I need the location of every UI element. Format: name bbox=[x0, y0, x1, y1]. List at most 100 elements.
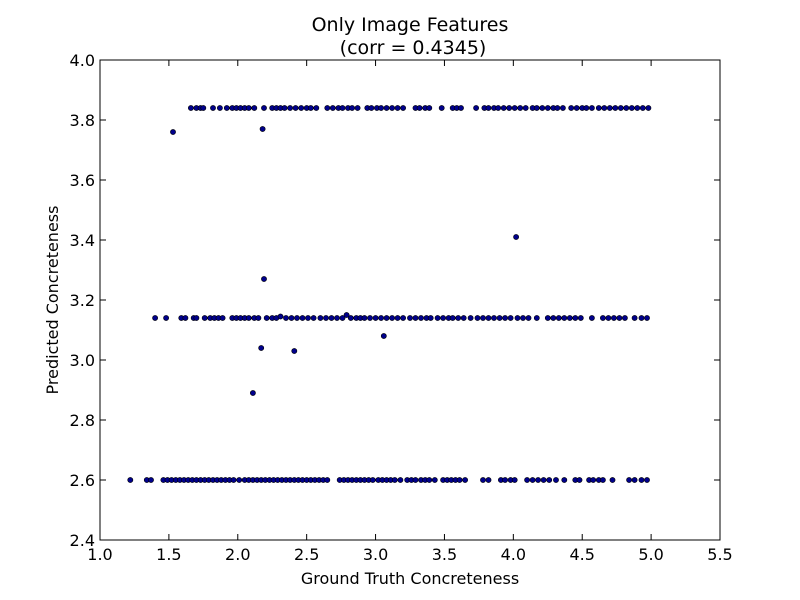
data-point bbox=[210, 105, 216, 111]
x-tick-label: 3.5 bbox=[432, 545, 457, 564]
x-tick-label: 1.0 bbox=[87, 545, 112, 564]
data-point bbox=[418, 315, 424, 321]
data-point bbox=[525, 315, 532, 321]
data-point bbox=[462, 477, 468, 483]
data-point bbox=[281, 105, 288, 111]
data-point bbox=[216, 105, 223, 111]
data-point bbox=[553, 477, 559, 483]
x-tick-label: 5.0 bbox=[638, 545, 663, 564]
data-point bbox=[628, 105, 635, 111]
data-point bbox=[329, 105, 336, 111]
data-point bbox=[485, 315, 492, 321]
data-point bbox=[339, 315, 346, 321]
data-point bbox=[467, 315, 474, 321]
plot-area-frame bbox=[99, 59, 721, 541]
data-point bbox=[623, 105, 630, 111]
data-point bbox=[514, 315, 521, 321]
data-point bbox=[258, 345, 265, 351]
x-tick-label: 3.0 bbox=[363, 545, 388, 564]
data-point bbox=[426, 477, 433, 483]
data-point bbox=[638, 477, 645, 483]
data-point bbox=[427, 315, 434, 321]
y-tick-label: 3.4 bbox=[70, 231, 95, 250]
data-point bbox=[313, 105, 320, 111]
data-point bbox=[533, 105, 540, 111]
data-point bbox=[438, 105, 445, 111]
data-point bbox=[255, 315, 262, 321]
data-point bbox=[601, 105, 608, 111]
data-point bbox=[245, 105, 252, 111]
data-point bbox=[400, 315, 406, 321]
data-point bbox=[389, 105, 395, 111]
data-point bbox=[223, 105, 230, 111]
chart-title: Only Image Features bbox=[312, 14, 509, 36]
data-point bbox=[354, 105, 361, 111]
data-point bbox=[378, 105, 384, 111]
data-point bbox=[456, 477, 463, 483]
data-point bbox=[473, 105, 479, 111]
data-point bbox=[294, 315, 300, 321]
data-point bbox=[645, 105, 652, 111]
data-point bbox=[491, 315, 497, 321]
data-point bbox=[383, 105, 390, 111]
data-point bbox=[307, 105, 314, 111]
data-point bbox=[539, 105, 546, 111]
data-point bbox=[583, 105, 590, 111]
data-point bbox=[391, 477, 398, 483]
data-point bbox=[277, 313, 284, 320]
data-point bbox=[458, 105, 464, 111]
data-point bbox=[201, 315, 208, 321]
data-point bbox=[291, 348, 298, 354]
data-point bbox=[590, 477, 597, 483]
data-point bbox=[305, 315, 311, 321]
data-point bbox=[261, 105, 267, 111]
data-point bbox=[634, 105, 641, 111]
data-point bbox=[449, 315, 456, 321]
data-point bbox=[502, 477, 508, 483]
data-point bbox=[495, 105, 502, 111]
data-point bbox=[380, 333, 387, 339]
data-point bbox=[440, 315, 446, 321]
data-point bbox=[576, 477, 583, 483]
data-point bbox=[474, 315, 481, 321]
x-tick-label: 1.5 bbox=[156, 545, 181, 564]
x-tick-label: 2.0 bbox=[225, 545, 250, 564]
data-point bbox=[589, 315, 595, 321]
data-point bbox=[263, 315, 270, 321]
data-point bbox=[368, 105, 375, 111]
x-tick-label: 2.5 bbox=[294, 545, 319, 564]
y-tick-label: 3.8 bbox=[70, 111, 95, 130]
data-point bbox=[324, 105, 331, 111]
data-point bbox=[288, 315, 295, 321]
data-point bbox=[572, 315, 579, 321]
data-point bbox=[546, 477, 553, 483]
data-point bbox=[230, 477, 237, 483]
data-point bbox=[369, 477, 376, 483]
x-tick-label: 4.5 bbox=[569, 545, 594, 564]
data-point bbox=[317, 315, 324, 321]
data-point bbox=[480, 477, 486, 483]
data-point bbox=[600, 315, 606, 321]
data-point bbox=[299, 315, 306, 321]
data-point bbox=[506, 105, 513, 111]
data-point bbox=[298, 105, 305, 111]
data-point bbox=[631, 477, 638, 483]
data-point bbox=[520, 315, 526, 321]
data-point bbox=[544, 105, 551, 111]
data-point bbox=[367, 315, 373, 321]
data-point bbox=[605, 315, 612, 321]
data-point bbox=[496, 315, 503, 321]
data-point bbox=[626, 477, 632, 483]
data-point bbox=[595, 105, 602, 111]
data-point bbox=[434, 315, 441, 321]
chart-subtitle: (corr = 0.4345) bbox=[340, 37, 487, 59]
y-tick-label: 2.4 bbox=[70, 531, 95, 550]
data-point bbox=[606, 105, 613, 111]
data-point bbox=[170, 129, 176, 135]
data-point bbox=[485, 105, 492, 111]
x-tick-label: 4.0 bbox=[501, 545, 526, 564]
data-point bbox=[251, 105, 258, 111]
data-point bbox=[323, 315, 329, 321]
data-point bbox=[412, 477, 419, 483]
